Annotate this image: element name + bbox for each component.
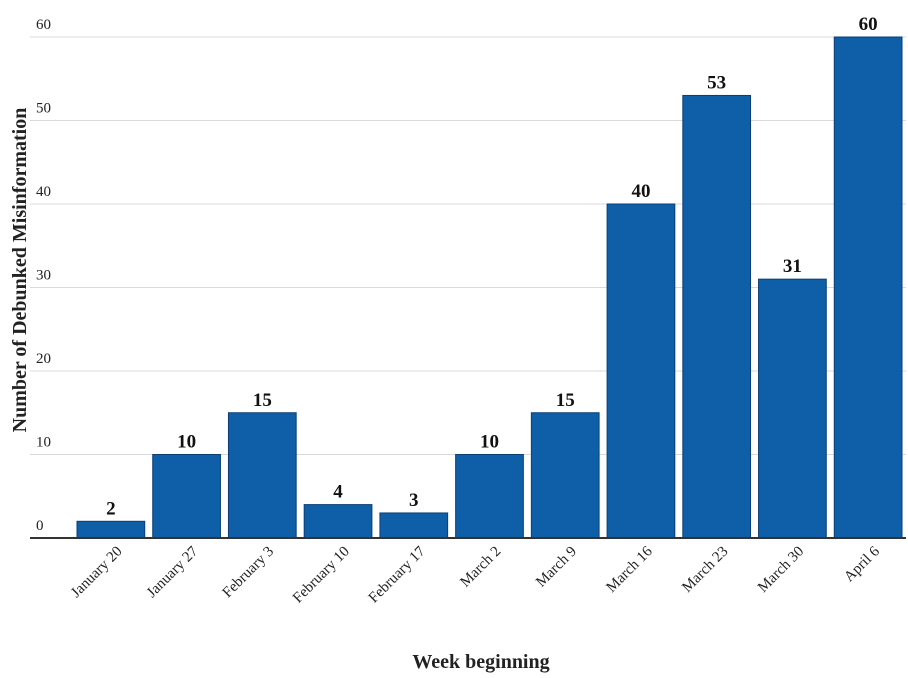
data-label: 15 <box>253 390 272 411</box>
y-tick-label: 0 <box>36 518 44 534</box>
bar <box>682 94 752 539</box>
bars <box>76 36 903 539</box>
data-label: 60 <box>859 14 878 35</box>
y-axis-title: Number of Debunked Misinformation <box>9 108 31 433</box>
data-label: 15 <box>556 390 575 411</box>
bar <box>152 454 221 539</box>
bar <box>758 278 827 539</box>
bar <box>227 412 297 539</box>
x-tick-label: March 23 <box>679 544 731 596</box>
x-tick-label: March 9 <box>533 544 580 591</box>
x-axis-title: Week beginning <box>412 651 549 673</box>
bar <box>833 36 903 539</box>
x-tick-label: February 3 <box>220 544 278 602</box>
data-label: 10 <box>177 432 196 453</box>
y-tick-label: 40 <box>36 184 51 200</box>
y-tick-label: 60 <box>36 17 51 33</box>
y-tick-label: 50 <box>36 101 51 117</box>
x-axis-ticks: January 20 January 27 February 3 February 1… <box>68 543 883 606</box>
bar <box>379 512 449 539</box>
bar <box>76 520 146 539</box>
bar <box>303 504 373 539</box>
x-tick-label: January 20 <box>68 544 126 602</box>
x-tick-label: January 27 <box>144 543 202 601</box>
data-label: 53 <box>707 72 726 93</box>
y-tick-label: 30 <box>36 268 51 284</box>
y-axis-ticks: 0 10 20 30 40 50 60 <box>36 17 51 534</box>
x-tick-label: February 10 <box>290 544 353 607</box>
y-tick-label: 20 <box>36 351 51 367</box>
x-tick-label: March 16 <box>604 543 657 596</box>
x-tick-label: March 30 <box>755 544 807 596</box>
x-tick-label: February 17 <box>366 543 429 606</box>
bar <box>530 412 600 539</box>
data-label: 40 <box>631 181 650 202</box>
x-tick-label: April 6 <box>841 543 883 585</box>
bar <box>606 203 676 539</box>
x-tick-label: March 2 <box>457 544 504 591</box>
data-label: 4 <box>333 482 343 503</box>
data-label: 31 <box>783 256 802 277</box>
data-label: 2 <box>106 498 116 519</box>
bar <box>455 454 524 539</box>
data-label: 10 <box>480 432 499 453</box>
data-label: 3 <box>409 490 419 511</box>
data-labels: 2 10 15 4 3 10 15 40 53 31 60 <box>106 14 878 519</box>
y-tick-label: 10 <box>36 435 51 451</box>
